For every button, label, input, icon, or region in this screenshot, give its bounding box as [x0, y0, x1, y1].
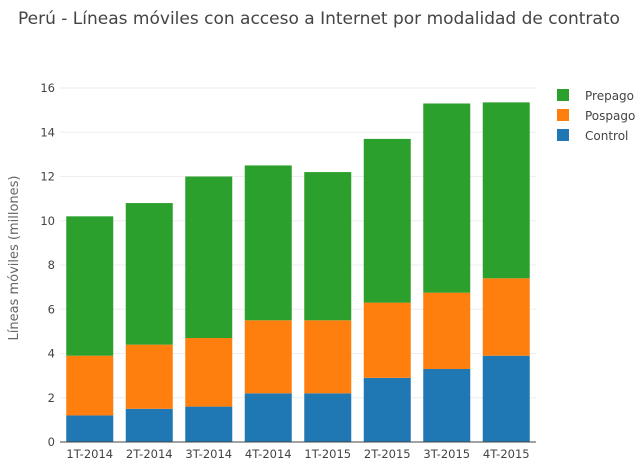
y-tick-label: 10 [40, 214, 55, 228]
x-tick-label: 1T-2015 [304, 447, 351, 461]
bar-control [363, 377, 411, 442]
legend-label-pospago: Pospago [585, 109, 635, 123]
bar-control [304, 393, 352, 442]
bar-pospago [185, 338, 233, 407]
legend-label-prepago: Prepago [585, 89, 634, 103]
bar-control [125, 408, 173, 442]
bar-prepago [304, 172, 352, 321]
bar-pospago [482, 278, 530, 356]
chart-title: Perú - Líneas móviles con acceso a Inter… [18, 9, 620, 29]
legend-swatch-control [557, 129, 569, 141]
x-tick-label: 1T-2014 [66, 447, 113, 461]
legend-label-control: Control [585, 129, 628, 143]
bar-control [185, 406, 233, 442]
bar-pospago [125, 344, 173, 409]
bar-prepago [423, 103, 471, 293]
bar-control [244, 393, 292, 442]
y-tick-label: 2 [48, 391, 55, 405]
bar-prepago [66, 216, 114, 356]
y-axis-title: Líneas móviles (millones) [7, 175, 22, 340]
bar-prepago [185, 176, 233, 339]
x-tick-label: 2T-2015 [364, 447, 411, 461]
bar-pospago [244, 320, 292, 394]
x-tick-label: 4T-2015 [483, 447, 530, 461]
y-tick-label: 4 [48, 347, 55, 361]
bar-prepago [482, 102, 530, 279]
y-tick-label: 6 [48, 302, 55, 316]
x-tick-label: 3T-2015 [423, 447, 470, 461]
bar-pospago [66, 355, 114, 416]
legend-swatch-pospago [557, 109, 569, 121]
y-tick-label: 12 [40, 170, 55, 184]
bar-control [482, 355, 530, 442]
axes: 0 2 4 6 8 10 12 14 16 1T-2014 2T-2014 3T-2014 4T-201… [40, 81, 536, 461]
x-tick-label: 3T-2014 [185, 447, 232, 461]
y-tick-label: 14 [40, 125, 55, 139]
legend-swatch-prepago [557, 89, 569, 101]
bar-pospago [304, 320, 352, 394]
bars [66, 102, 530, 442]
x-tick-label: 2T-2014 [126, 447, 173, 461]
bar-prepago [363, 138, 411, 303]
x-tick-label: 4T-2014 [245, 447, 292, 461]
bar-control [66, 415, 114, 442]
legend[interactable]: Prepago Pospago Control [557, 89, 635, 143]
bar-pospago [363, 302, 411, 378]
y-tick-label: 16 [40, 81, 55, 95]
bar-prepago [244, 165, 292, 321]
bar-pospago [423, 292, 471, 369]
y-tick-label: 8 [48, 258, 55, 272]
bar-control [423, 368, 471, 442]
y-tick-label: 0 [48, 435, 55, 449]
bar-prepago [125, 203, 173, 345]
